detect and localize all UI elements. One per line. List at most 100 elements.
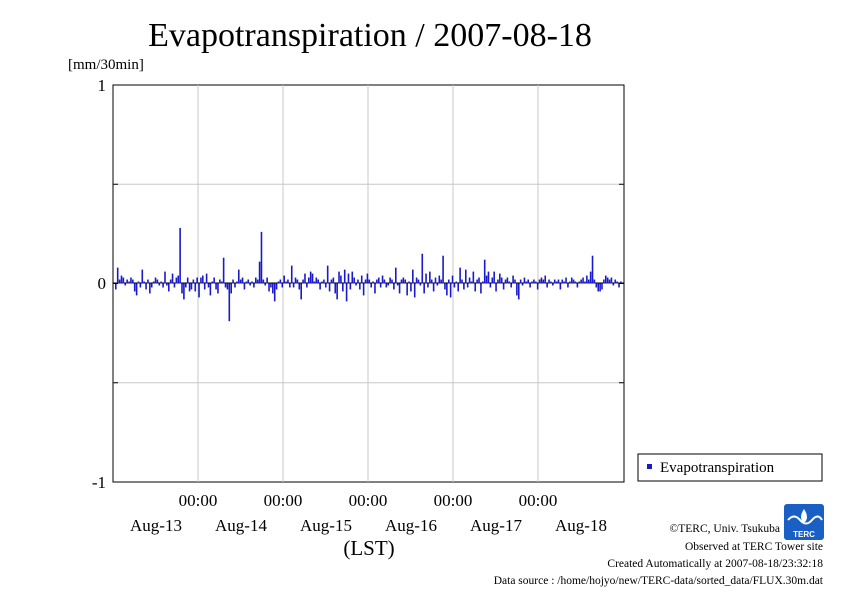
bar [315, 277, 318, 284]
bar [253, 283, 255, 288]
bar [544, 275, 547, 284]
bar [141, 269, 144, 284]
bar [447, 279, 450, 284]
bar [578, 281, 581, 284]
bar [402, 277, 405, 284]
x-date-label-1: Aug-13 [130, 516, 182, 535]
bar [398, 283, 401, 294]
x-axis-label: (LST) [343, 536, 394, 560]
terc-logo: TERC [784, 504, 824, 540]
bar [360, 275, 363, 284]
bar [419, 283, 422, 286]
bar [359, 283, 361, 290]
bar [152, 281, 155, 284]
bar [196, 277, 198, 284]
bar [495, 283, 497, 292]
bar [158, 283, 161, 286]
bar [451, 275, 454, 284]
bar [482, 281, 484, 284]
credit-observed: Observed at TERC Tower site [685, 541, 823, 553]
bar [552, 283, 554, 286]
bar [546, 283, 548, 288]
bar [328, 283, 331, 292]
bar [387, 283, 390, 286]
bar [169, 279, 172, 284]
bar [173, 283, 176, 288]
bar [576, 283, 579, 288]
bar [116, 267, 119, 284]
credit-source: Data source : /home/hojyo/new/TERC-data/… [494, 575, 824, 587]
bar [555, 281, 558, 284]
bar [377, 277, 380, 284]
bar [587, 279, 590, 284]
logo-drop-icon [801, 509, 807, 523]
y-tick-label-bottom: -1 [92, 473, 106, 492]
bar [324, 283, 327, 288]
bar [351, 271, 354, 284]
bar [262, 279, 265, 284]
bar [519, 279, 522, 284]
bar [167, 283, 170, 292]
bar [559, 283, 562, 290]
bar [275, 283, 278, 290]
bar [362, 283, 365, 296]
bar [502, 283, 505, 290]
bar [330, 279, 333, 284]
bar [510, 283, 512, 288]
bar [604, 275, 607, 284]
bar [247, 279, 250, 284]
bar [307, 277, 310, 284]
bar [294, 277, 297, 284]
bar [385, 283, 388, 288]
x-time-label-3: 00:00 [349, 491, 388, 510]
bar [366, 273, 369, 284]
bar [256, 279, 259, 284]
bar [202, 275, 204, 284]
bar [453, 283, 456, 288]
bar [584, 281, 586, 284]
x-date-label-4: Aug-16 [385, 516, 437, 535]
bar [423, 283, 425, 294]
bar [347, 273, 350, 284]
bar [245, 281, 248, 284]
bar [531, 281, 533, 284]
bar [417, 279, 420, 284]
bar [589, 271, 592, 284]
bar [561, 279, 564, 284]
bar [529, 283, 531, 288]
bar [321, 281, 323, 284]
bar [436, 283, 439, 286]
bar [582, 277, 584, 284]
bar [249, 283, 251, 286]
x-time-label-4: 00:00 [434, 491, 473, 510]
bar [200, 277, 202, 284]
bar [185, 283, 187, 288]
bar [205, 273, 208, 284]
bar [150, 283, 153, 288]
bar [241, 277, 244, 284]
bar [391, 279, 393, 284]
bar [368, 279, 371, 284]
bar [540, 277, 543, 284]
bar [338, 271, 340, 284]
bar [497, 279, 499, 284]
bar [213, 277, 215, 284]
bar [404, 279, 407, 284]
bar [480, 283, 482, 294]
bar [565, 277, 567, 284]
bar [132, 279, 134, 284]
bar [332, 277, 335, 284]
bar [396, 283, 399, 286]
bar [226, 283, 229, 290]
bar [279, 279, 282, 284]
bar [292, 283, 295, 288]
bar [601, 283, 603, 290]
bar [239, 279, 242, 284]
bar [500, 277, 503, 284]
bar [491, 277, 494, 284]
bar [334, 283, 337, 294]
bar [620, 281, 622, 284]
x-date-label-6: Aug-18 [555, 516, 607, 535]
bar [516, 283, 518, 296]
bar [506, 277, 509, 284]
